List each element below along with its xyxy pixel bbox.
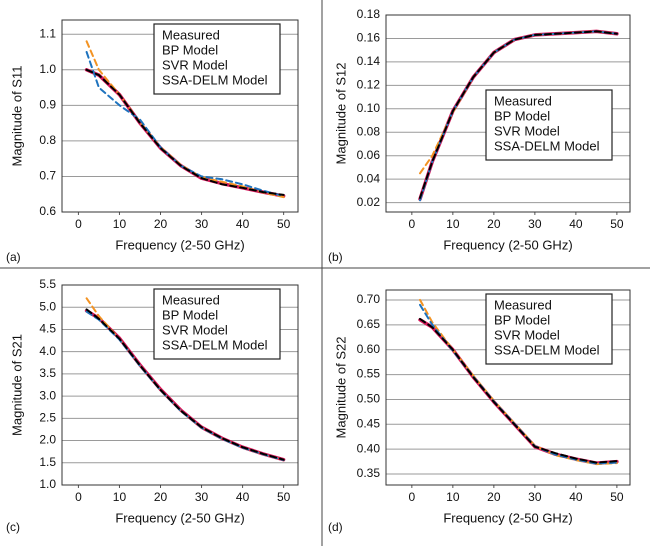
y-tick-label: 0.16	[357, 31, 381, 45]
x-tick-label: 10	[113, 217, 127, 231]
y-tick-label: 0.35	[357, 466, 381, 480]
y-tick-label: 0.8	[39, 133, 56, 147]
y-tick-label: 0.06	[357, 148, 381, 162]
series-line	[419, 30, 618, 199]
x-tick-label: 50	[610, 490, 624, 504]
x-tick-label: 0	[408, 490, 415, 504]
x-tick-label: 40	[569, 217, 583, 231]
y-axis-label: Magnitude of S22	[333, 337, 348, 439]
x-tick-label: 50	[610, 217, 624, 231]
legend-entry: SVR Model	[494, 123, 560, 138]
y-tick-label: 1.0	[39, 477, 56, 491]
x-tick-label: 20	[487, 217, 501, 231]
x-tick-label: 40	[236, 490, 250, 504]
legend-entry: SSA-DELM Model	[162, 72, 268, 87]
legend-entry: Measured	[494, 297, 552, 312]
y-axis-label: Magnitude of S12	[333, 63, 348, 165]
x-axis-label: Frequency (2-50 GHz)	[115, 237, 244, 252]
y-tick-label: 3.0	[39, 388, 56, 402]
plot-frame	[61, 284, 299, 486]
y-tick-label: 0.10	[357, 101, 381, 115]
x-tick-label: 40	[569, 490, 583, 504]
series-line	[85, 308, 285, 461]
y-tick-label: 2.0	[39, 433, 56, 447]
y-tick-label: 1.1	[39, 26, 56, 40]
y-tick-label: 0.70	[357, 292, 381, 306]
y-tick-label: 0.12	[357, 78, 381, 92]
legend-entry: BP Model	[494, 108, 550, 123]
x-tick-label: 0	[75, 490, 82, 504]
x-axis-label: Frequency (2-50 GHz)	[443, 510, 572, 525]
legend-entry: BP Model	[494, 312, 550, 327]
plot-frame	[385, 14, 631, 213]
series-line	[85, 40, 285, 199]
y-tick-label: 0.9	[39, 98, 56, 112]
x-tick-label: 30	[195, 490, 209, 504]
series-line	[419, 317, 618, 464]
y-tick-label: 0.7	[39, 169, 56, 183]
y-axis-label: Magnitude of S21	[9, 334, 24, 436]
y-tick-label: 0.60	[357, 342, 381, 356]
x-tick-label: 20	[154, 490, 168, 504]
x-tick-label: 0	[75, 217, 82, 231]
x-tick-label: 30	[528, 490, 542, 504]
plot-frame	[385, 289, 631, 486]
y-tick-label: 1.5	[39, 455, 56, 469]
legend-entry: SSA-DELM Model	[162, 337, 268, 352]
y-tick-label: 4.5	[39, 322, 56, 336]
y-tick-label: 0.18	[357, 7, 381, 21]
y-tick-label: 3.5	[39, 366, 56, 380]
y-tick-label: 0.45	[357, 416, 381, 430]
x-axis-label: Frequency (2-50 GHz)	[443, 237, 572, 252]
y-axis-label: Magnitude of S11	[9, 66, 24, 167]
legend-entry: BP Model	[162, 42, 218, 57]
y-tick-label: 0.6	[39, 204, 56, 218]
y-tick-label: 0.55	[357, 367, 381, 381]
y-tick-label: 0.40	[357, 441, 381, 455]
legend-box	[153, 23, 281, 95]
legend-entry: SVR Model	[494, 327, 560, 342]
y-tick-label: 0.14	[357, 54, 381, 68]
panel-label: (a)	[6, 250, 21, 264]
legend-entry: SVR Model	[162, 57, 228, 72]
series-line	[85, 68, 285, 196]
panel-label: (c)	[6, 520, 20, 534]
x-tick-label: 50	[277, 217, 291, 231]
y-tick-label: 0.65	[357, 317, 381, 331]
y-tick-label: 0.50	[357, 392, 381, 406]
x-tick-label: 20	[487, 490, 501, 504]
legend-box	[153, 288, 281, 360]
y-tick-label: 1.0	[39, 62, 56, 76]
legend-entry: SVR Model	[162, 322, 228, 337]
x-tick-label: 10	[446, 490, 460, 504]
y-tick-label: 0.02	[357, 195, 381, 209]
y-tick-label: 2.5	[39, 411, 56, 425]
y-tick-label: 0.04	[357, 171, 381, 185]
panel-label: (d)	[328, 520, 343, 534]
y-tick-label: 5.0	[39, 299, 56, 313]
panel-label: (b)	[328, 250, 343, 264]
legend-entry: Measured	[162, 27, 220, 42]
legend-entry: Measured	[162, 292, 220, 307]
x-tick-label: 40	[236, 217, 250, 231]
plot-frame	[61, 19, 299, 213]
legend-box	[485, 89, 613, 161]
legend-entry: SSA-DELM Model	[494, 138, 600, 153]
x-tick-label: 10	[446, 217, 460, 231]
legend-entry: BP Model	[162, 307, 218, 322]
x-axis-label: Frequency (2-50 GHz)	[115, 510, 244, 525]
legend-entry: SSA-DELM Model	[494, 342, 600, 357]
y-tick-label: 4.0	[39, 344, 56, 358]
x-tick-label: 20	[154, 217, 168, 231]
legend-box	[485, 293, 613, 365]
legend-entry: Measured	[494, 93, 552, 108]
y-tick-label: 5.5	[39, 277, 56, 291]
x-tick-label: 30	[528, 217, 542, 231]
x-tick-label: 50	[277, 490, 291, 504]
x-tick-label: 10	[113, 490, 127, 504]
x-tick-label: 0	[408, 217, 415, 231]
y-tick-label: 0.08	[357, 124, 381, 138]
x-tick-label: 30	[195, 217, 209, 231]
